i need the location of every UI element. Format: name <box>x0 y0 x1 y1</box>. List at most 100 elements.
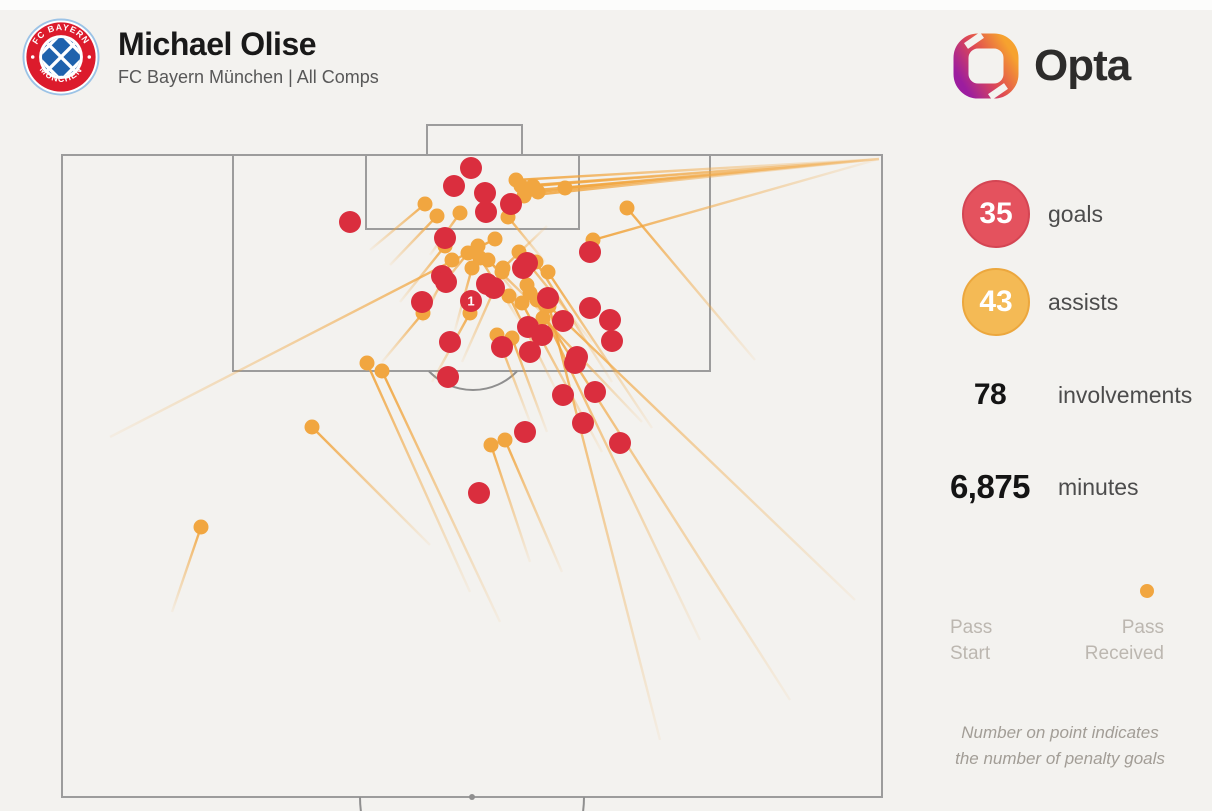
goal-dot <box>531 324 553 346</box>
pass-legend-line <box>954 584 1154 598</box>
assists-count-badge: 43 <box>962 268 1030 336</box>
assist-received-dot <box>557 180 573 196</box>
center-spot <box>469 794 475 800</box>
assist-received-dot <box>429 208 445 224</box>
goal-dot <box>599 309 621 331</box>
goal-frame <box>426 124 523 156</box>
assist-received-dot <box>193 519 209 535</box>
goal-dot <box>491 336 513 358</box>
assist-received-dot <box>374 363 390 379</box>
assist-pass-line <box>592 157 880 242</box>
assist-received-dot <box>452 205 468 221</box>
assist-pass-line <box>526 284 856 601</box>
goal-dot <box>460 157 482 179</box>
pass-received-dot-icon <box>1140 584 1154 598</box>
goal-dot <box>512 257 534 279</box>
assist-received-dot <box>464 260 480 276</box>
goal-dot <box>519 341 541 363</box>
assist-pass-line <box>510 337 549 433</box>
assist-pass-line <box>542 317 643 423</box>
assist-pass-line <box>369 203 426 251</box>
assist-pass-line <box>399 245 446 303</box>
goal-dot <box>439 331 461 353</box>
goal-dot <box>339 211 361 233</box>
penalty-goal-count-label: 1 <box>467 294 474 309</box>
goal-dot <box>437 366 459 388</box>
assist-pass-line <box>365 362 472 593</box>
assist-received-dot <box>619 200 635 216</box>
goals-count-badge: 35 <box>962 180 1030 248</box>
goal-dot <box>552 310 574 332</box>
goal-dot <box>500 193 522 215</box>
goal-dot <box>435 271 457 293</box>
assist-pass-line <box>502 225 548 269</box>
assist-pass-line <box>534 261 614 383</box>
penalty-goal-dot <box>460 290 482 312</box>
assist-pass-line <box>380 370 502 623</box>
assist-received-dot <box>494 264 510 280</box>
assist-pass-line <box>109 237 496 439</box>
pass-legend: Pass Start Pass Received <box>950 580 1164 667</box>
assists-stat-row: 43 assists <box>940 268 1118 336</box>
minutes-value: 6,875 <box>949 468 1031 505</box>
goal-dot <box>579 241 601 263</box>
involvements-label: involvements <box>1058 381 1193 408</box>
six-yard-box <box>365 154 580 230</box>
assist-pass-line <box>170 526 203 613</box>
assists-label: assists <box>1048 288 1119 315</box>
goal-dot <box>468 482 490 504</box>
assist-pass-line <box>381 312 424 363</box>
page-subtitle: FC Bayern München | All Comps <box>118 67 379 87</box>
assist-pass-line <box>311 426 431 546</box>
assist-received-dot <box>487 231 503 247</box>
goal-dot <box>434 227 456 249</box>
goal-dot <box>474 182 496 204</box>
goal-dot <box>411 291 433 313</box>
assist-pass-line <box>547 271 653 429</box>
pass-start-label: Pass Start <box>950 617 993 664</box>
goal-dot <box>572 412 594 434</box>
goal-dot <box>514 421 536 443</box>
goal-dot <box>475 201 497 223</box>
assist-received-dot <box>359 355 375 371</box>
goal-dot <box>584 381 606 403</box>
page-title: Michael Olise <box>118 26 317 62</box>
assist-received-dot <box>480 252 496 268</box>
assist-pass-line <box>547 305 662 741</box>
involvements-stat-row: 78 involvements <box>940 378 1192 412</box>
goal-dot <box>483 277 505 299</box>
pass-received-label: Pass Received <box>1084 617 1164 664</box>
goal-dot <box>564 352 586 374</box>
goals-stat-row: 35 goals <box>940 180 1103 248</box>
pass-map-pitch: 1 <box>61 124 883 811</box>
penalty-note: Number on point indicates the number of … <box>955 723 1165 768</box>
goal-dot <box>601 330 623 352</box>
assist-received-dot <box>540 264 556 280</box>
bayern-crest-logo: FC BAYERN MÜNCHEN <box>22 18 100 96</box>
assist-received-dot <box>535 310 551 326</box>
opta-wordmark: Opta <box>1034 41 1131 90</box>
assist-received-dot <box>530 184 546 200</box>
assist-pass-line <box>564 157 880 190</box>
assist-received-dot <box>304 419 320 435</box>
assist-pass-line <box>626 207 756 361</box>
assist-received-dot <box>514 295 530 311</box>
goals-label: goals <box>1048 200 1103 227</box>
assist-received-dot <box>483 437 499 453</box>
top-strip <box>0 0 1212 10</box>
goal-dot <box>443 175 465 197</box>
assist-received-dot <box>444 252 460 268</box>
goal-dot <box>609 432 631 454</box>
header: FC BAYERN MÜNCHEN Michael Olise FC Bayer… <box>22 18 379 96</box>
minutes-label: minutes <box>1058 473 1139 500</box>
assist-pass-line <box>389 215 438 266</box>
minutes-stat-row: 6,875 minutes <box>940 468 1139 506</box>
assist-pass-line <box>535 299 702 641</box>
assist-pass-line <box>507 216 546 263</box>
assist-received-dot <box>497 432 513 448</box>
assist-pass-line <box>489 444 532 563</box>
assist-pass-line <box>503 439 564 573</box>
goal-dot <box>552 384 574 406</box>
opta-logo: Opta <box>952 32 1131 100</box>
opta-mark-icon <box>953 32 1019 100</box>
